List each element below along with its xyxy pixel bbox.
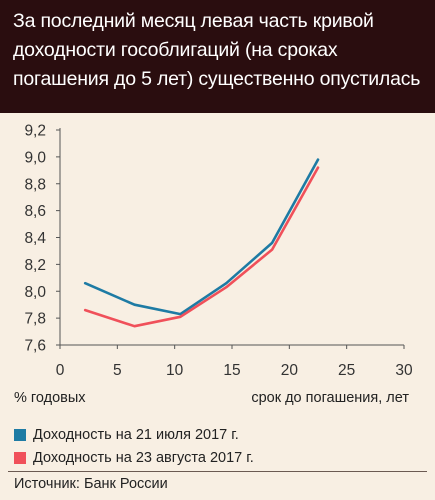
y-axis-label: % годовых xyxy=(14,390,86,406)
x-tick-label: 10 xyxy=(166,362,184,379)
y-tick-label: 8,8 xyxy=(24,176,46,193)
x-axis-label: срок до погашения, лет xyxy=(251,390,409,406)
x-tick-label: 0 xyxy=(56,362,65,379)
x-tick-label: 25 xyxy=(338,362,355,379)
y-tick-label: 8,6 xyxy=(24,203,46,220)
series-layer xyxy=(83,158,320,328)
legend-item-july: Доходность на 21 июля 2017 г. xyxy=(14,423,254,446)
legend-swatch-august xyxy=(14,451,26,464)
yield-curve-chart: 7,6 7,8 8,0 8,2 8,4 8,6 8,8 9,0 9,2 0 5 10 15 20 25 30 xyxy=(24,123,413,380)
y-tick-label: 9,2 xyxy=(24,123,46,140)
legend-label-august: Доходность на 23 августа 2017 г. xyxy=(33,449,254,466)
y-tick-label: 9,0 xyxy=(24,149,46,166)
source-note: Источник: Банк России xyxy=(14,476,168,492)
legend-item-august: Доходность на 23 августа 2017 г. xyxy=(14,446,254,469)
x-tick-label: 30 xyxy=(395,362,413,379)
chart-header: За последний месяц левая часть кривой до… xyxy=(0,0,435,113)
legend: Доходность на 21 июля 2017 г. Доходность… xyxy=(14,423,254,469)
chart-title: За последний месяц левая часть кривой до… xyxy=(13,10,421,90)
y-tick-label: 8,4 xyxy=(24,230,46,247)
x-tick-label: 15 xyxy=(223,362,240,379)
legend-label-july: Доходность на 21 июля 2017 г. xyxy=(33,426,239,443)
legend-swatch-july xyxy=(14,428,26,441)
x-tick-label: 20 xyxy=(281,362,299,379)
y-tick-label: 7,8 xyxy=(24,311,46,328)
axes: 7,6 7,8 8,0 8,2 8,4 8,6 8,8 9,0 9,2 0 5 10 15 20 25 30 xyxy=(24,123,413,380)
y-tick-label: 8,2 xyxy=(24,257,46,274)
y-tick-label: 8,0 xyxy=(24,284,46,301)
series-line-august xyxy=(83,166,320,328)
x-tick-label: 5 xyxy=(113,362,122,379)
divider xyxy=(8,471,427,472)
y-tick-label: 7,6 xyxy=(24,338,46,355)
series-line-july xyxy=(83,158,320,316)
